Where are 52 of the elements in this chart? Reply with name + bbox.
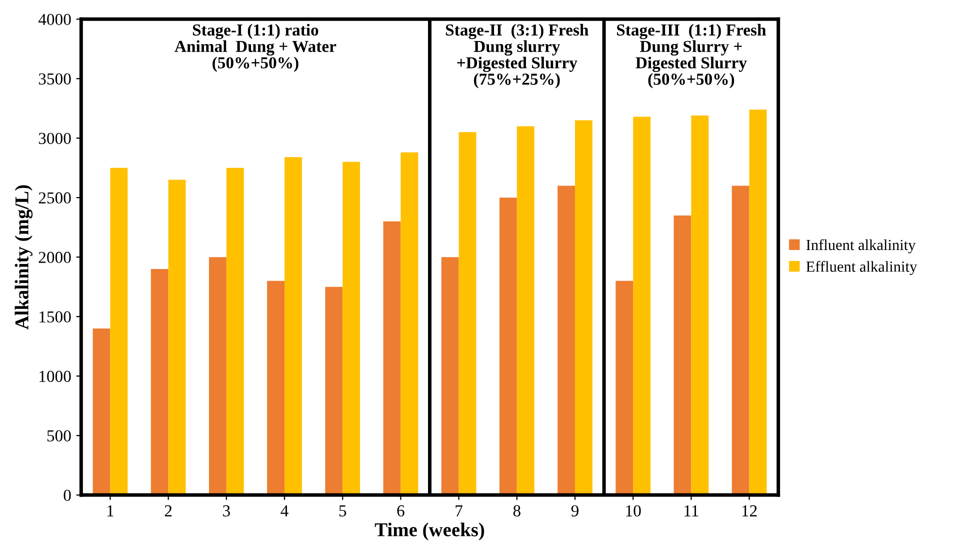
bar — [691, 116, 709, 496]
bar — [400, 152, 418, 496]
bar — [168, 180, 186, 496]
legend-label: Effluent alkalinity — [806, 260, 918, 275]
x-tick-label: 6 — [397, 505, 404, 516]
bar — [325, 286, 343, 496]
bar — [516, 126, 534, 496]
x-tick-label: 3 — [223, 505, 230, 516]
bar — [441, 257, 459, 496]
x-tick-label: 7 — [456, 505, 462, 516]
x-tick-label: 11 — [684, 505, 698, 516]
bar — [499, 198, 517, 496]
legend-label: Influent alkalinity — [806, 239, 916, 254]
y-tick-label: 1500 — [40, 311, 71, 323]
y-tick-label: 3000 — [38, 132, 71, 144]
annotation: Stage-III (1:1) Fresh Dung Slurry + Digested Slurry (50%+50%) — [616, 24, 766, 88]
bar — [616, 280, 634, 496]
bar — [558, 186, 575, 496]
y-tick-label: 4000 — [38, 14, 71, 26]
y-tick-label: 2000 — [38, 252, 71, 264]
bar — [208, 257, 226, 496]
y-tick-label: 500 — [47, 430, 71, 442]
annotation: Stage-I (1:1) ratio Animal Dung + Water (50%+50%) — [174, 24, 336, 72]
bar — [150, 268, 168, 496]
x-tick-label: 10 — [626, 505, 641, 516]
bar — [674, 215, 692, 496]
bar — [342, 162, 360, 496]
bar — [284, 157, 302, 496]
y-tick-label: 2500 — [38, 192, 71, 204]
bar — [110, 168, 128, 496]
y-tick-label: 0 — [64, 490, 71, 501]
annotation: Stage-II (3:1) Fresh Dung slurry +Digested Slurry (75%+25%) — [446, 24, 588, 88]
y-tick-label: 3500 — [38, 73, 71, 85]
bar — [633, 116, 651, 496]
x-axis-title: Time (weeks) — [374, 522, 484, 540]
x-tick-label: 8 — [513, 505, 520, 516]
x-tick-label: 12 — [742, 505, 757, 516]
bar — [226, 168, 244, 496]
bar — [458, 132, 476, 496]
y-tick-label: 1000 — [40, 370, 71, 382]
bar — [732, 186, 750, 496]
bar — [92, 328, 110, 496]
bar — [383, 221, 401, 496]
bar — [267, 280, 285, 496]
x-tick-label: 4 — [280, 505, 288, 516]
x-tick-label: 2 — [164, 505, 172, 516]
x-tick-label: 5 — [339, 505, 346, 516]
x-tick-label: 1 — [108, 505, 114, 516]
bar — [749, 110, 767, 496]
x-tick-label: 9 — [571, 505, 578, 516]
bar — [574, 120, 592, 496]
y-axis-title: Alkalinity (mg/L) — [14, 185, 33, 330]
